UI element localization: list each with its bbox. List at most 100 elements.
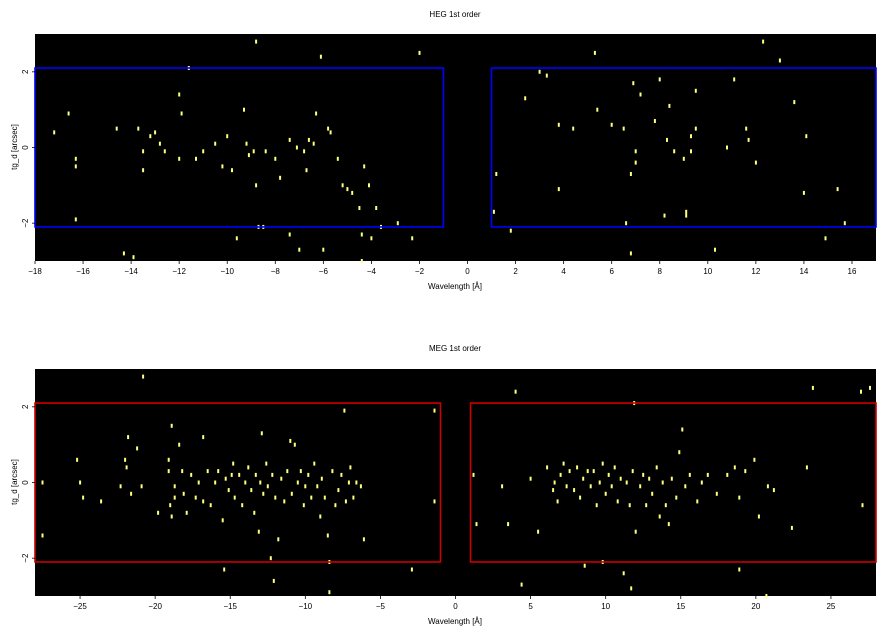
data-point	[178, 92, 181, 97]
data-point	[255, 39, 258, 44]
data-point	[202, 435, 205, 440]
x-axis-ticks: −18 −16 −14 −12 −10 −8 −6 −4 −2 0 2 4 6 8 10 12 14 16	[28, 261, 857, 276]
x-tick-label: −2	[415, 267, 425, 276]
data-point	[313, 461, 316, 466]
data-point	[157, 510, 160, 515]
data-point	[793, 100, 796, 105]
data-point	[586, 469, 589, 474]
data-point	[772, 488, 775, 493]
x-tick-label: 8	[658, 267, 663, 276]
data-point	[572, 126, 575, 131]
data-point	[610, 484, 613, 489]
x-tick-label: −12	[172, 267, 186, 276]
x-axis-label: Wavelength [Å]	[428, 617, 482, 626]
y-tick-label: 0	[21, 480, 30, 485]
data-point	[601, 461, 604, 466]
data-point	[744, 469, 747, 474]
data-point	[634, 529, 637, 534]
x-tick-label: −10	[220, 267, 234, 276]
x-tick-label: −15	[223, 602, 237, 611]
data-point	[289, 438, 292, 443]
x-axis-label: Wavelength [Å]	[428, 282, 482, 291]
data-point	[254, 472, 257, 477]
data-point	[629, 251, 632, 256]
data-point	[690, 134, 692, 139]
data-point	[629, 172, 632, 176]
data-point	[745, 126, 748, 131]
data-point	[299, 469, 302, 474]
x-tick-label: 16	[848, 267, 857, 276]
data-point	[336, 156, 339, 161]
data-point	[262, 491, 265, 496]
data-point	[265, 461, 268, 466]
data-point	[622, 571, 625, 576]
data-point	[140, 484, 143, 489]
data-point	[634, 149, 637, 154]
data-point	[545, 73, 548, 78]
data-point	[805, 465, 808, 470]
data-point	[315, 111, 318, 116]
data-point	[824, 236, 827, 241]
data-point	[197, 480, 200, 485]
y-tick-label: −2	[21, 553, 30, 563]
data-point	[316, 484, 319, 489]
region-box	[469, 402, 877, 563]
data-point	[598, 480, 601, 485]
meg-panel: MEG 1st order −25 −20 −15 −10 −5 0 5 10 15 20 25 −…	[10, 344, 877, 626]
x-tick-label: −5	[376, 602, 386, 611]
y-tick-label: 2	[21, 404, 30, 409]
data-point	[253, 510, 256, 515]
y-axis-label: tg_d [arcsec]	[10, 459, 19, 505]
data-point	[247, 465, 250, 470]
x-tick-label: 20	[751, 602, 760, 611]
x-tick-label: 6	[609, 267, 614, 276]
data-point	[360, 259, 363, 263]
data-point	[681, 427, 684, 432]
data-point	[639, 92, 642, 97]
data-point	[733, 77, 736, 82]
data-point	[607, 472, 610, 477]
data-point	[628, 503, 631, 508]
data-point	[625, 221, 628, 226]
data-point	[334, 503, 337, 508]
data-point	[337, 488, 340, 493]
data-point	[690, 149, 692, 154]
data-point	[214, 141, 217, 146]
data-point	[82, 495, 85, 500]
data-point	[509, 228, 512, 233]
data-point	[658, 514, 661, 519]
x-tick-label: −14	[124, 267, 138, 276]
data-point	[41, 533, 44, 538]
data-point	[298, 247, 301, 252]
data-point	[79, 480, 82, 485]
data-point	[349, 465, 352, 470]
data-point	[634, 160, 637, 165]
data-point	[802, 190, 805, 195]
data-point	[556, 499, 559, 504]
data-point	[733, 465, 736, 470]
data-point	[410, 567, 413, 572]
data-point	[327, 126, 330, 131]
data-point	[288, 232, 291, 237]
data-point	[370, 236, 373, 241]
data-point	[682, 156, 685, 161]
data-point	[283, 499, 286, 504]
data-point	[41, 480, 44, 485]
data-point	[738, 567, 741, 572]
data-point	[347, 480, 350, 485]
data-point	[738, 495, 741, 500]
data-point	[596, 107, 599, 112]
data-point	[714, 247, 716, 252]
data-point	[631, 469, 634, 474]
data-point	[694, 126, 697, 131]
data-point	[132, 255, 135, 260]
x-tick-label: −25	[73, 602, 87, 611]
data-point	[310, 495, 313, 500]
data-point	[302, 503, 305, 508]
data-point	[226, 134, 229, 139]
data-point	[632, 81, 635, 86]
data-point	[100, 499, 103, 504]
x-tick-label: 0	[453, 602, 458, 611]
data-point	[195, 156, 197, 161]
data-point	[658, 77, 661, 82]
